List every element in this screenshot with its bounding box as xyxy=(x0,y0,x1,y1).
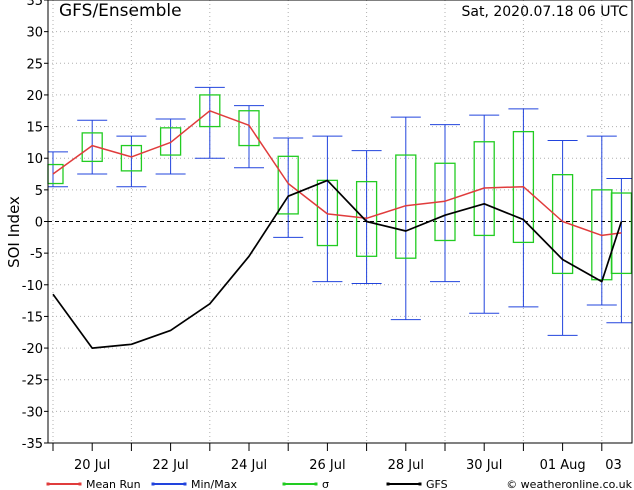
legend-swatch-end xyxy=(46,482,50,486)
legend-swatch-end xyxy=(282,482,286,486)
sigma-box xyxy=(238,110,260,147)
credit-text: © weatheronline.co.uk xyxy=(506,478,632,490)
gfs-line xyxy=(52,179,623,349)
sigma-box xyxy=(610,192,633,275)
y-tick-label: -25 xyxy=(22,374,43,389)
sigma-box xyxy=(355,180,378,257)
legend-swatch-end xyxy=(151,482,155,486)
x-tick-label: 30 Jul xyxy=(466,458,502,473)
plot-frame xyxy=(47,0,633,444)
sigma-box xyxy=(120,144,143,172)
sigma-box xyxy=(81,132,103,163)
y-axis-label: SOI Index xyxy=(5,196,23,268)
y-tick-label: 10 xyxy=(26,152,43,167)
y-axis-ticks: 35 30 25 20 15 10 5 0 -5 -10 -15 -20 -25 -30 -35 xyxy=(22,0,48,452)
sigma-box xyxy=(277,155,299,215)
y-tick-label: -15 xyxy=(22,310,43,325)
y-tick-label: 35 xyxy=(26,0,43,9)
x-tick-label: 22 Jul xyxy=(152,458,188,473)
x-axis-ticks: 20 Jul 22 Jul 24 Jul 26 Jul 28 Jul 30 Jul 01 A… xyxy=(52,443,622,473)
sigma-box xyxy=(395,154,417,259)
legend-swatch-end xyxy=(418,482,422,486)
x-tick-label: 24 Jul xyxy=(231,458,267,473)
x-tick-label: 03 xyxy=(605,458,622,473)
x-tick-label: 28 Jul xyxy=(388,458,424,473)
sigma-box xyxy=(473,141,495,237)
x-tick-label: 01 Aug xyxy=(540,458,586,473)
legend-label: GFS xyxy=(426,478,448,490)
x-tick-label: 26 Jul xyxy=(309,458,345,473)
y-tick-label: -35 xyxy=(22,437,43,452)
series-lines xyxy=(52,110,623,349)
y-tick-label: 5 xyxy=(35,184,43,199)
mean-run-line xyxy=(52,110,622,237)
y-tick-label: 20 xyxy=(26,89,43,104)
run-datetime: Sat, 2020.07.18 06 UTC xyxy=(462,4,629,20)
legend-swatch-end xyxy=(183,482,187,486)
legend-swatch-end xyxy=(78,482,82,486)
y-tick-label: -5 xyxy=(30,247,43,262)
y-tick-label: -30 xyxy=(22,405,43,420)
y-tick-label: 0 xyxy=(35,216,43,231)
legend: Mean Run Min/Max σ GFS xyxy=(46,478,448,490)
chart-title: GFS/Ensemble xyxy=(59,1,182,21)
legend-swatch-end xyxy=(386,482,390,486)
sigma-box xyxy=(551,174,574,275)
legend-label: Mean Run xyxy=(86,478,141,490)
y-tick-label: 15 xyxy=(26,121,43,136)
legend-label: σ xyxy=(322,478,329,490)
legend-label: Min/Max xyxy=(191,478,237,490)
x-tick-label: 20 Jul xyxy=(74,458,110,473)
sigma-box xyxy=(199,94,221,128)
sigma-box xyxy=(159,127,182,156)
y-tick-label: -10 xyxy=(22,279,43,294)
y-tick-label: 25 xyxy=(26,57,43,72)
legend-swatch-end xyxy=(314,482,318,486)
grid-layer xyxy=(48,0,632,443)
y-tick-label: -20 xyxy=(22,342,43,357)
y-tick-label: 30 xyxy=(26,26,43,41)
min-max-whiskers xyxy=(48,86,632,336)
